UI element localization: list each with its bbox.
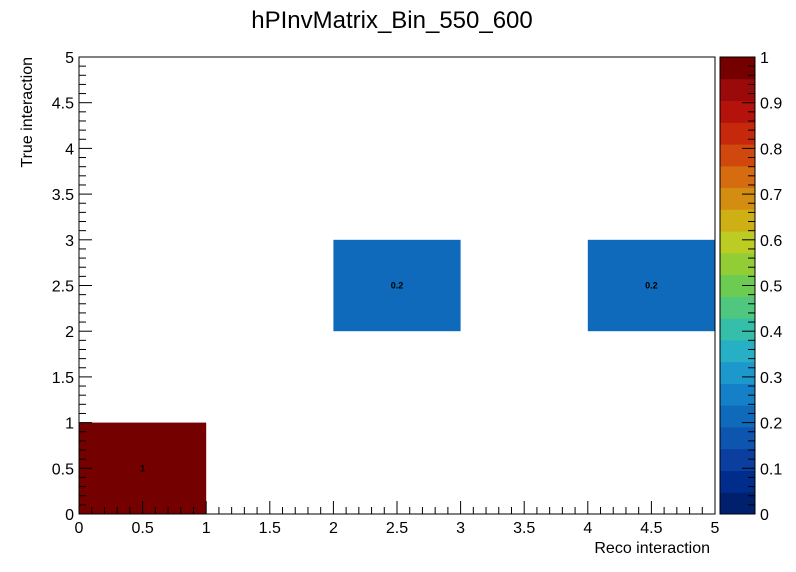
color-scale-swatch-0 [720, 492, 755, 515]
chart-title: hPInvMatrix_Bin_550_600 [251, 7, 533, 34]
color-scale-labels: 0 0.1 0.2 0.3 0.4 0.5 0.6 0.7 0.8 0.9 1 [760, 50, 782, 524]
color-scale-swatch-11 [720, 252, 755, 276]
x-tick-label-9: 4.5 [640, 520, 662, 537]
color-scale-swatch-12 [720, 231, 755, 254]
color-scale-bar [719, 56, 756, 515]
color-scale-swatch-3 [720, 426, 755, 450]
y-tick-label-1: 0.5 [52, 461, 74, 478]
y-tick-label-8: 4 [65, 141, 74, 158]
color-scale-label-9: 0.9 [760, 96, 782, 113]
y-tick-label-0: 0 [65, 507, 74, 524]
heatmap-cell-0 [79, 422, 207, 514]
x-axis-ticks [78, 501, 716, 514]
cell-value-label-0: 1 [140, 463, 145, 473]
color-scale-swatch-18 [720, 100, 755, 123]
color-scale-swatch-8 [720, 318, 755, 341]
y-axis-ticks [79, 56, 92, 515]
color-scale-ticks [742, 56, 755, 515]
heatmap-cell-1 [333, 239, 461, 332]
color-scale-label-8: 0.8 [760, 141, 782, 158]
y-axis-label: True interaction [19, 57, 36, 168]
y-tick-label-2: 1 [65, 416, 74, 433]
color-scale-swatch-17 [720, 122, 755, 145]
color-scale-swatch-16 [720, 144, 755, 167]
x-tick-label-1: 0.5 [131, 520, 153, 537]
y-tick-label-7: 3.5 [52, 187, 74, 204]
y-tick-label-9: 4.5 [52, 96, 74, 113]
color-scale-label-3: 0.3 [760, 370, 782, 387]
color-scale-label-7: 0.7 [760, 187, 782, 204]
color-scale-swatch-1 [720, 470, 755, 493]
y-tick-label-6: 3 [65, 233, 74, 250]
x-tick-label-5: 2.5 [386, 520, 408, 537]
color-scale-label-2: 0.2 [760, 416, 782, 433]
color-scale-swatch-10 [720, 274, 755, 297]
x-tick-label-3: 1.5 [259, 520, 281, 537]
color-scale-swatch-5 [720, 383, 755, 406]
x-tick-label-2: 1 [202, 520, 211, 537]
color-scale-swatch-2 [720, 448, 755, 471]
x-tick-label-0: 0 [75, 520, 84, 537]
y-tick-label-10: 5 [65, 50, 74, 67]
y-tick-label-5: 2.5 [52, 279, 74, 296]
color-scale-swatch-15 [720, 165, 755, 189]
x-axis-tick-labels: 0 0.5 1 1.5 2 2.5 3 3.5 4 4.5 5 [75, 520, 720, 537]
cell-value-label-2: 0.2 [645, 281, 658, 291]
y-tick-label-4: 2 [65, 324, 74, 341]
color-scale-swatch-4 [720, 405, 755, 428]
heatmap-cell-2 [587, 239, 715, 332]
color-scale-swatch-7 [720, 339, 755, 363]
color-scale-swatch-9 [720, 296, 755, 319]
y-tick-label-3: 1.5 [52, 370, 74, 387]
x-axis-label: Reco interaction [594, 540, 710, 557]
x-tick-label-8: 4 [583, 520, 592, 537]
color-scale-label-0: 0 [760, 507, 769, 524]
cell-value-label-1: 0.2 [391, 281, 404, 291]
x-tick-label-10: 5 [711, 520, 720, 537]
color-scale-swatch-19 [720, 78, 755, 102]
color-scale-label-4: 0.4 [760, 324, 782, 341]
color-scale-swatch-6 [720, 361, 755, 384]
x-tick-label-6: 3 [456, 520, 465, 537]
color-scale-label-6: 0.6 [760, 233, 782, 250]
color-scale-label-5: 0.5 [760, 279, 782, 296]
color-scale-label-10: 1 [760, 50, 769, 67]
color-scale-label-1: 0.1 [760, 461, 782, 478]
y-axis-tick-labels: 0 0.5 1 1.5 2 2.5 3 3.5 4 4.5 5 [52, 50, 74, 524]
color-scale-swatch-20 [720, 57, 755, 80]
x-tick-label-7: 3.5 [513, 520, 535, 537]
heatmap-cells: 1 0.2 0.2 [79, 239, 715, 514]
color-scale-swatch-14 [720, 187, 755, 210]
x-tick-label-4: 2 [329, 520, 338, 537]
color-scale-swatch-13 [720, 209, 755, 232]
